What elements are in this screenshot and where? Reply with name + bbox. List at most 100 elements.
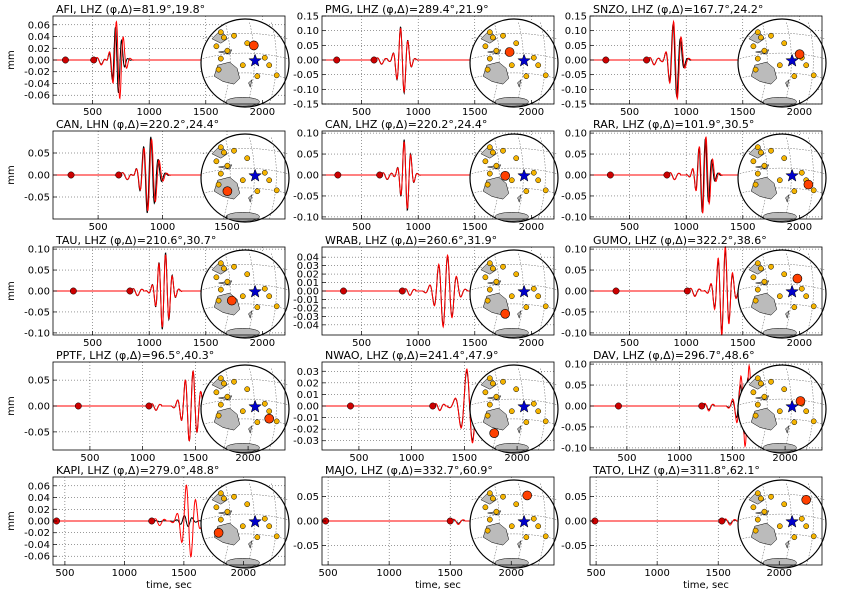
y-tick-label: -0.05	[561, 422, 587, 433]
y-tick-label: 0.10	[565, 129, 587, 140]
x-tick-label: 1000	[405, 107, 430, 118]
p-arrival-marker	[602, 56, 610, 64]
s-arrival-marker	[370, 56, 378, 64]
station-marker	[215, 412, 222, 419]
station-marker	[776, 523, 783, 530]
antarctica-landmass	[225, 97, 260, 107]
station-marker	[523, 304, 530, 311]
station-marker	[500, 263, 506, 270]
epicenter-star-icon	[517, 53, 531, 67]
s-arrival-marker	[148, 517, 156, 525]
y-tick-label: 0.02	[297, 270, 319, 281]
station-marker	[261, 400, 268, 407]
y-tick-label: 0.00	[28, 517, 50, 528]
epicenter-star-icon	[785, 284, 799, 298]
globe-map	[200, 364, 290, 454]
graticule-line	[471, 264, 557, 271]
globe-map	[469, 133, 559, 223]
graticule-line	[739, 379, 825, 386]
station-marker	[484, 66, 491, 73]
station-marker	[810, 72, 817, 79]
s-arrival-marker	[643, 56, 651, 64]
y-tick-label: 0.05	[565, 266, 587, 277]
x-tick-label: 500	[349, 453, 368, 464]
x-tick-label: 1000	[150, 222, 175, 233]
station-marker	[798, 285, 805, 292]
x-tick-label: 2000	[250, 338, 275, 349]
station-marker	[810, 187, 817, 194]
x-tick-label: 1000	[673, 338, 698, 349]
station-marker	[266, 62, 273, 69]
antarctica-landmass	[494, 328, 529, 338]
new-zealand-landmass	[785, 540, 790, 550]
globe-map	[469, 364, 559, 454]
new-zealand-landmass	[517, 194, 522, 204]
globe-map	[737, 18, 827, 108]
graticule-line	[202, 533, 288, 540]
y-tick-label: 0.04	[28, 493, 50, 504]
station-marker	[213, 43, 220, 50]
station-marker	[535, 523, 542, 530]
y-tick-label: 0.00	[565, 517, 587, 528]
station-marker	[758, 380, 764, 387]
p-arrival-marker	[67, 171, 75, 179]
epicenter-star-icon	[517, 284, 531, 298]
station-marker	[530, 54, 537, 61]
station-marker	[215, 297, 222, 304]
station-marker	[776, 408, 783, 415]
x-tick-label: 1500	[730, 107, 755, 118]
station-marker	[752, 181, 759, 188]
y-tick-label: -0.05	[24, 307, 50, 318]
station-marker	[803, 293, 810, 300]
station-marker	[513, 271, 520, 278]
station-marker	[486, 516, 493, 523]
station-marker	[213, 274, 220, 281]
current-station-marker	[500, 308, 511, 319]
station-marker	[493, 278, 500, 285]
station-marker	[513, 386, 520, 393]
station-marker	[754, 490, 761, 497]
panel-title: SNZO, LHZ (φ,Δ)=167.7°,24.2°	[593, 3, 763, 16]
station-marker	[781, 271, 788, 278]
station-marker	[261, 515, 268, 522]
y-tick-label: -0.02	[293, 425, 319, 436]
x-tick-label: 1000	[130, 453, 155, 464]
station-marker	[217, 170, 224, 177]
station-marker	[500, 147, 506, 154]
station-marker	[754, 286, 761, 293]
epicenter-star-icon	[785, 53, 799, 67]
graticule-line	[739, 398, 825, 405]
x-tick-label: 2000	[504, 453, 529, 464]
x-tick-label: 1000	[136, 338, 161, 349]
y-tick-label: 0.10	[565, 360, 587, 371]
graticule-line	[202, 33, 288, 40]
station-marker	[217, 401, 224, 408]
station-marker	[768, 147, 774, 154]
station-marker	[535, 408, 542, 415]
y-tick-label: 0.05	[565, 381, 587, 392]
x-tick-label: 1000	[405, 338, 430, 349]
station-marker	[273, 72, 280, 79]
x-tick-label: 1000	[136, 107, 161, 118]
station-marker	[761, 162, 768, 169]
station-marker	[221, 34, 227, 41]
y-tick-label: 0.03	[297, 261, 319, 272]
station-marker	[482, 389, 489, 396]
current-station-marker	[522, 490, 533, 501]
panel-nwao-lhz: 500 1000 1500 20000.030.020.010.00-0.01-0.0…	[293, 349, 559, 464]
station-marker	[244, 271, 251, 278]
y-tick-label: -0.01	[293, 295, 319, 306]
x-tick-label: 1000	[376, 568, 401, 579]
antarctica-landmass	[494, 558, 529, 568]
graticule-line	[202, 398, 288, 405]
x-tick-label: 500	[352, 222, 371, 233]
station-marker	[217, 286, 224, 293]
y-tick-label: -0.15	[561, 100, 587, 111]
graticule-line	[739, 418, 825, 425]
station-marker	[490, 380, 496, 387]
y-tick-label: 0.04	[28, 32, 50, 43]
station-marker	[231, 378, 237, 385]
station-marker	[486, 144, 493, 151]
station-marker	[221, 495, 227, 502]
